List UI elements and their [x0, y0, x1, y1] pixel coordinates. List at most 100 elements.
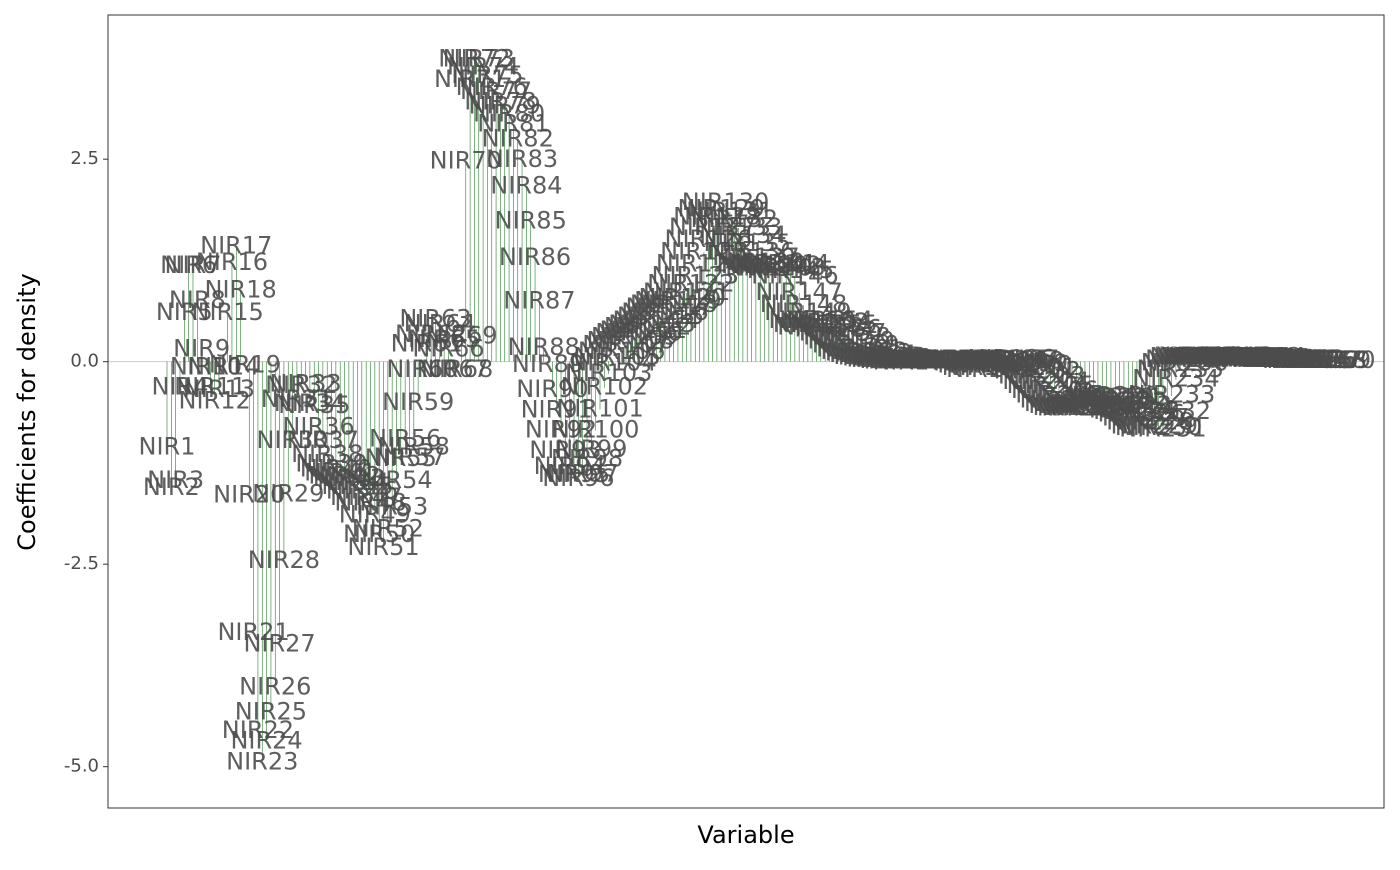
- variable-label: NIR54: [360, 466, 432, 494]
- variable-label: NIR16: [196, 248, 268, 276]
- variable-label: NIR91: [521, 395, 593, 423]
- variable-label: NIR42: [308, 462, 380, 490]
- variable-label: NIR270: [1288, 346, 1376, 374]
- variable-label: NIR140: [725, 254, 813, 282]
- variable-label: NIR260: [1245, 345, 1333, 373]
- variable-label: NIR63: [399, 305, 471, 333]
- variable-label: NIR85: [495, 207, 567, 235]
- variable-label: NIR108: [587, 326, 675, 354]
- variable-label: NIR179: [894, 347, 982, 375]
- variable-label: NIR25: [235, 697, 307, 725]
- variable-label: NIR74: [447, 53, 519, 81]
- variable-label: NIR201: [989, 353, 1077, 381]
- variable-label: NIR84: [490, 172, 562, 200]
- variable-label: NIR39: [295, 450, 367, 478]
- variable-label: NIR100: [552, 416, 640, 444]
- variable-label: NIR71: [434, 65, 506, 93]
- variable-label: NIR265: [1266, 346, 1354, 374]
- variable-label: NIR125: [660, 237, 748, 265]
- variable-label: NIR123: [652, 262, 740, 290]
- variable-label: NIR47: [330, 483, 402, 511]
- variable-label: NIR249: [1197, 344, 1285, 372]
- variable-label: NIR180: [898, 347, 986, 375]
- variable-label: NIR194: [959, 347, 1047, 375]
- variable-label: NIR111: [600, 316, 688, 344]
- variable-label: NIR40: [300, 454, 372, 482]
- variable-label: NIR50: [343, 520, 415, 548]
- variable-label: NIR44: [317, 468, 389, 496]
- variable-label: NIR213: [1041, 394, 1129, 422]
- variable-label: NIR165: [833, 342, 921, 370]
- variable-label: NIR220: [1072, 382, 1160, 410]
- variable-label: NIR212: [1037, 394, 1125, 422]
- variable-label: NIR55: [365, 444, 437, 472]
- variable-label: NIR83: [486, 145, 558, 173]
- variable-label: NIR236: [1141, 348, 1229, 376]
- variable-label: NIR245: [1180, 342, 1268, 370]
- variable-label: NIR128: [673, 203, 761, 231]
- variable-label: NIR156: [794, 314, 882, 342]
- variable-label: NIR106: [578, 337, 666, 365]
- variable-label: NIR170: [855, 345, 943, 373]
- variable-label: NIR177: [885, 345, 973, 373]
- variable-label: NIR182: [907, 347, 995, 375]
- variable-label: NIR127: [669, 213, 757, 241]
- variable-label: NIR150: [768, 306, 856, 334]
- variable-label: NIR68: [421, 355, 493, 383]
- variable-label: NIR171: [859, 346, 947, 374]
- variable-label: NIR70: [430, 147, 502, 175]
- variable-label: NIR79: [469, 92, 541, 120]
- variable-label: NIR176: [881, 346, 969, 374]
- y-tick-label: -2.5: [64, 553, 99, 574]
- variable-label: NIR230: [1115, 413, 1203, 441]
- variable-label: NIR60: [386, 355, 458, 383]
- variable-label: NIR187: [929, 347, 1017, 375]
- variable-label: NIR139: [721, 251, 809, 279]
- variable-label: NIR148: [760, 290, 848, 318]
- variable-label: NIR133: [695, 213, 783, 241]
- variable-label: NIR229: [1110, 411, 1198, 439]
- variable-label: NIR104: [569, 348, 657, 376]
- variable-label: NIR135: [703, 229, 791, 257]
- variable-label: NIR215: [1050, 391, 1138, 419]
- variable-label: NIR207: [1015, 381, 1103, 409]
- variable-label: NIR185: [920, 345, 1008, 373]
- variable-label: NIR116: [621, 298, 709, 326]
- variable-label: NIR18: [204, 275, 276, 303]
- variable-label: NIR19: [209, 351, 281, 379]
- variable-label: NIR149: [764, 298, 852, 326]
- variable-label: NIR131: [686, 197, 774, 225]
- variable-label: NIR196: [968, 344, 1056, 372]
- variable-label: NIR259: [1240, 345, 1328, 373]
- variable-label: NIR198: [976, 347, 1064, 375]
- variable-label: NIR101: [556, 394, 644, 422]
- variable-label: NIR261: [1249, 345, 1337, 373]
- variable-label: NIR142: [734, 251, 822, 279]
- variable-label: NIR160: [812, 330, 900, 358]
- variable-label: NIR45: [321, 472, 393, 500]
- variable-label: NIR221: [1076, 383, 1164, 411]
- labels: NIR1NIR2NIR3NIR4NIR5NIR6NIR7NIR8NIR9NIR1…: [139, 45, 1376, 776]
- variable-label: NIR256: [1227, 344, 1315, 372]
- variable-label: NIR228: [1106, 407, 1194, 435]
- y-tick-label: 2.5: [70, 148, 99, 169]
- variable-label: NIR98: [551, 445, 623, 473]
- variable-label: NIR75: [451, 61, 523, 89]
- variable-label: NIR169: [851, 345, 939, 373]
- variable-label: NIR227: [1102, 403, 1190, 431]
- variable-label: NIR244: [1175, 343, 1263, 371]
- variable-label: NIR80: [473, 100, 545, 128]
- variable-label: NIR66: [412, 335, 484, 363]
- variable-label: NIR218: [1063, 386, 1151, 414]
- variable-label: NIR43: [313, 464, 385, 492]
- variable-label: NIR257: [1232, 345, 1320, 373]
- variable-label: NIR138: [716, 248, 804, 276]
- variable-label: NIR136: [708, 237, 796, 265]
- variable-label: NIR122: [647, 270, 735, 298]
- variable-label: NIR168: [846, 344, 934, 372]
- variable-label: NIR12: [179, 386, 251, 414]
- variable-label: NIR191: [946, 355, 1034, 383]
- variable-label: NIR239: [1154, 342, 1242, 370]
- variable-label: NIR32: [265, 371, 337, 399]
- variable-label: NIR251: [1206, 344, 1294, 372]
